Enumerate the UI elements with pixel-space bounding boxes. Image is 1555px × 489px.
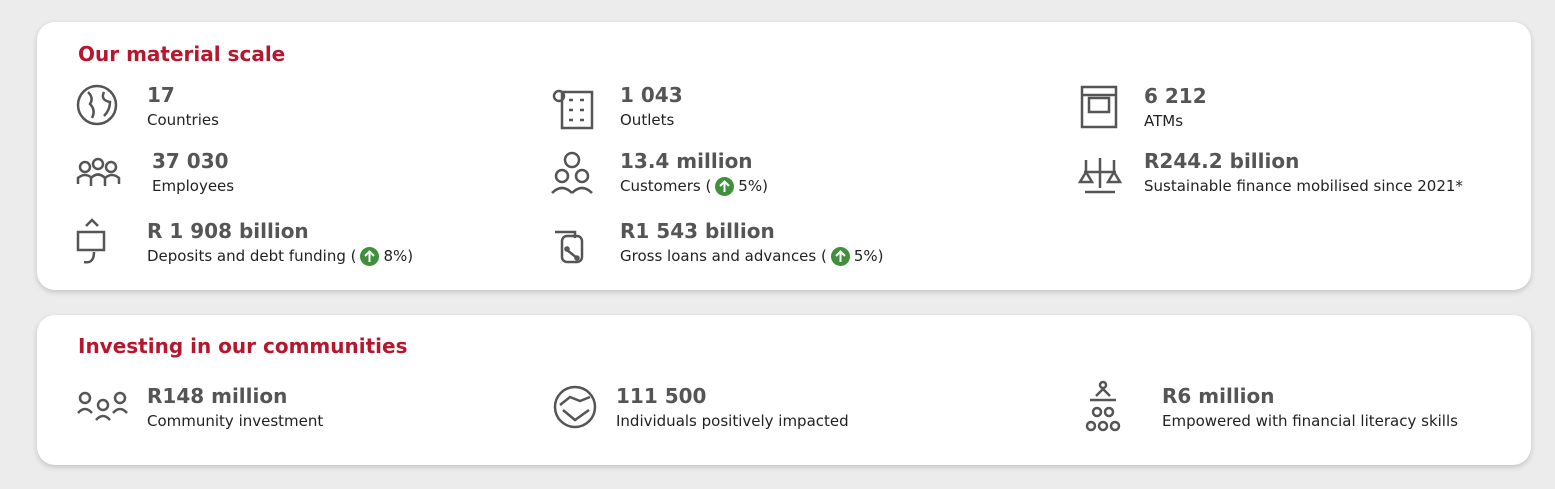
stat-value: R6 million [1162,384,1275,408]
stat-label: Individuals positively impacted [616,412,849,430]
sustainable-icon [1077,158,1123,194]
up-arrow [360,246,380,266]
stat-label-row: Countries [147,108,219,132]
up-arrow [830,246,850,266]
customers-icon [551,151,593,194]
stat-value: 37 030 [152,149,229,173]
stat-label-row: Customers ( 5%) [620,174,768,198]
card [37,22,1531,290]
stat: 111 500 Individuals positively impacted [616,383,849,433]
stat-label: Outlets [620,111,675,129]
stat-label-row: Individuals positively impacted [616,409,849,433]
stat-label-row: Outlets [620,108,683,132]
up-arrow [715,176,735,196]
stat-change: 5%) [853,247,884,265]
card [37,315,1531,465]
stat-value: 1 043 [620,83,683,107]
stat: R244.2 billion Sustainable finance mobili… [1144,148,1463,198]
community-icon [77,391,128,421]
stat: 37 030 Employees [152,148,234,198]
stat: R148 million Community investment [147,383,323,433]
stat-label-row: ATMs [1144,109,1207,133]
stat-value: 6 212 [1144,84,1207,108]
stat: R1 543 billion Gross loans and advances (… [620,218,884,268]
stat: 13.4 million Customers ( 5%) [620,148,768,198]
stat: 6 212 ATMs [1144,83,1207,133]
stat-label: Empowered with financial literacy skills [1162,412,1458,430]
stat-value: 17 [147,83,175,107]
globe-icon [76,84,118,126]
stat-label: Customers ( [620,177,712,195]
stat-label-row: Community investment [147,409,323,433]
stat: R6 million Empowered with financial liter… [1162,383,1458,433]
stat-label: Gross loans and advances ( [620,247,827,265]
loan-icon [555,230,584,264]
stat-label-row: Employees [152,174,234,198]
stat-label-row: Deposits and debt funding ( 8%) [147,244,413,268]
stat-value: R 1 908 billion [147,219,309,243]
literacy-icon [1085,380,1121,432]
stat-label: Sustainable finance mobilised since 2021… [1144,177,1463,195]
stat-label-row: Sustainable finance mobilised since 2021… [1144,174,1463,198]
stat-label-row: Gross loans and advances ( 5%) [620,244,884,268]
stat-label: ATMs [1144,112,1184,130]
stat: R 1 908 billion Deposits and debt funding… [147,218,413,268]
stat-label-row: Empowered with financial literacy skills [1162,409,1458,433]
stat-change: 5%) [738,177,768,195]
deposit-icon [76,218,106,264]
stat-change: 8%) [383,247,414,265]
handshake-icon [553,385,597,429]
stat: 17 Countries [147,82,219,132]
building-icon [552,89,594,130]
section-title: Investing in our communities [78,334,408,358]
people-icon [76,157,121,186]
atm-icon [1080,85,1118,129]
stat-value: 13.4 million [620,149,753,173]
stat-value: R148 million [147,384,288,408]
stat-label: Countries [147,111,219,129]
stat: 1 043 Outlets [620,82,683,132]
stat-label: Community investment [147,412,324,430]
stat-label: Deposits and debt funding ( [147,247,357,265]
section-title: Our material scale [78,42,286,66]
stat-label: Employees [152,177,235,195]
stat-value: 111 500 [616,384,707,408]
stat-value: R244.2 billion [1144,149,1300,173]
stat-value: R1 543 billion [620,219,775,243]
